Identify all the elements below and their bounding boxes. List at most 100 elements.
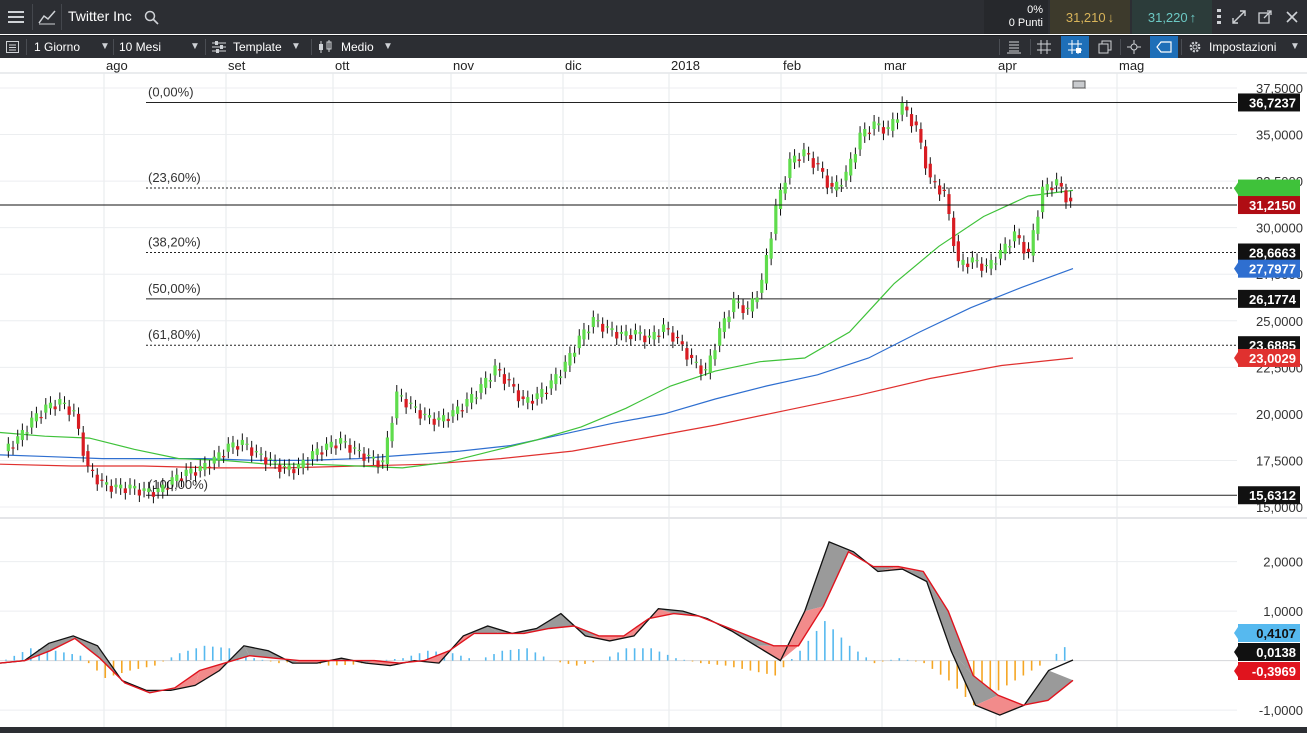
candle-body — [72, 410, 76, 412]
candle-icon[interactable] — [318, 36, 334, 58]
candle-body — [661, 324, 666, 332]
hamburger-menu-icon[interactable] — [0, 0, 32, 34]
macd-panel: 2,0000 1,0000 -1,0000 — [0, 541, 1303, 718]
range-select[interactable]: 10 Mesi — [119, 40, 162, 54]
fibonacci-retracement[interactable]: (0,00%)(23,60%)(38,20%)(50,00%)(61,80%)(… — [146, 80, 1237, 496]
arrow-up-icon: ↑ — [1189, 9, 1197, 25]
candle-body — [193, 472, 198, 476]
candle-body — [456, 406, 460, 414]
close-icon[interactable] — [1280, 0, 1304, 34]
line-chart-icon[interactable] — [33, 0, 61, 34]
candle-body — [236, 446, 240, 450]
candle-body — [1036, 216, 1040, 234]
sell-button[interactable]: 31,210 ↓ — [1050, 0, 1130, 34]
price-tick-label: 30,0000 — [1256, 221, 1303, 236]
candle-body — [530, 400, 535, 404]
template-icon[interactable] — [212, 36, 226, 58]
candle-body — [446, 418, 450, 422]
label-icon[interactable] — [1156, 36, 1172, 58]
candle-body — [6, 443, 10, 452]
macd-band — [365, 660, 400, 666]
candle-body — [699, 365, 703, 374]
popout-icon[interactable] — [1254, 0, 1276, 34]
candle-body — [287, 465, 291, 470]
fib-tag: 28,6663 — [1238, 243, 1300, 262]
candle-body — [48, 402, 53, 409]
candle-body — [877, 123, 881, 126]
candle-body — [423, 413, 427, 416]
candle-body — [830, 182, 834, 187]
price-tick-label: 35,0000 — [1256, 128, 1303, 143]
candle-body — [722, 318, 726, 332]
grid-icon[interactable] — [1037, 36, 1051, 58]
macd-band — [463, 626, 500, 636]
candle-body — [119, 484, 123, 489]
period-select[interactable]: 1 Giorno — [34, 40, 81, 54]
current-price-tag-box — [1238, 196, 1300, 215]
candle-body — [727, 316, 731, 323]
macd-band — [487, 626, 524, 634]
list-icon[interactable] — [6, 36, 19, 58]
macd-band — [195, 663, 225, 686]
candle-body — [900, 102, 904, 115]
candle-body — [540, 389, 544, 398]
candle-body — [507, 379, 511, 381]
candle-body — [736, 301, 740, 303]
moving-average-green — [0, 189, 1074, 469]
candle-body — [713, 350, 717, 360]
more-vertical-icon[interactable] — [1212, 0, 1226, 34]
macd-hist-tag-label: 0,4107 — [1256, 626, 1296, 641]
candle-body — [750, 298, 755, 312]
style-select[interactable]: Medio — [341, 40, 374, 54]
candle-body — [474, 397, 478, 399]
fib-tag-box — [1238, 243, 1300, 262]
layers-icon[interactable] — [1098, 36, 1112, 58]
template-caret-icon[interactable]: ▼ — [291, 41, 301, 52]
candle-body — [952, 217, 956, 246]
instrument-title[interactable]: Twitter Inc — [68, 8, 132, 24]
candle-body — [1012, 231, 1017, 242]
fibonacci-icon[interactable] — [1068, 36, 1082, 58]
list-icon[interactable] — [1007, 36, 1021, 58]
range-caret-icon[interactable]: ▼ — [190, 41, 200, 52]
macd-band — [804, 541, 849, 612]
candle-body — [1059, 182, 1063, 187]
ma-blue-tag: 27,7977 — [1234, 259, 1300, 278]
candle-body — [867, 132, 872, 134]
candle-body — [760, 279, 764, 293]
fib-tag: 26,1774 — [1238, 289, 1300, 308]
candle-body — [1064, 190, 1068, 203]
buy-price: 31,220 — [1147, 9, 1188, 25]
macd-band — [243, 645, 275, 659]
settings-caret-icon[interactable]: ▼ — [1290, 41, 1300, 52]
candle-body — [278, 464, 282, 472]
macd-signal-tag: -0,3969 — [1234, 662, 1300, 680]
gear-icon[interactable] — [1188, 36, 1202, 58]
period-caret-icon[interactable]: ▼ — [100, 41, 110, 52]
target-icon[interactable] — [1127, 36, 1141, 58]
candle-body — [647, 335, 652, 338]
candle-body — [811, 158, 815, 168]
candle-body — [849, 158, 853, 176]
candle-body — [460, 410, 464, 412]
candle-body — [390, 422, 394, 442]
buy-button[interactable]: 31,220 ↑ — [1132, 0, 1212, 34]
style-caret-icon[interactable]: ▼ — [383, 41, 393, 52]
search-icon[interactable] — [142, 0, 160, 34]
price-chart[interactable]: ago set ott nov dic 2018 feb mar apr mag 37,50003… — [0, 57, 1307, 733]
settings-select[interactable]: Impostazioni — [1209, 40, 1277, 54]
template-select[interactable]: Template — [233, 40, 282, 54]
candle-body — [572, 352, 577, 357]
fibonacci-button[interactable] — [1061, 36, 1089, 58]
macd-value-tag-label: 0,0138 — [1256, 645, 1296, 660]
candle-body — [222, 456, 226, 458]
candle-body — [633, 330, 638, 335]
candle-body — [704, 369, 708, 371]
candle-body — [792, 155, 797, 163]
candle-body — [95, 474, 99, 485]
expand-icon[interactable] — [1228, 0, 1250, 34]
candle-body — [844, 171, 848, 181]
moving-average-blue — [0, 268, 1074, 461]
fib-tag-box — [1238, 93, 1300, 112]
candle-body — [1045, 184, 1049, 191]
